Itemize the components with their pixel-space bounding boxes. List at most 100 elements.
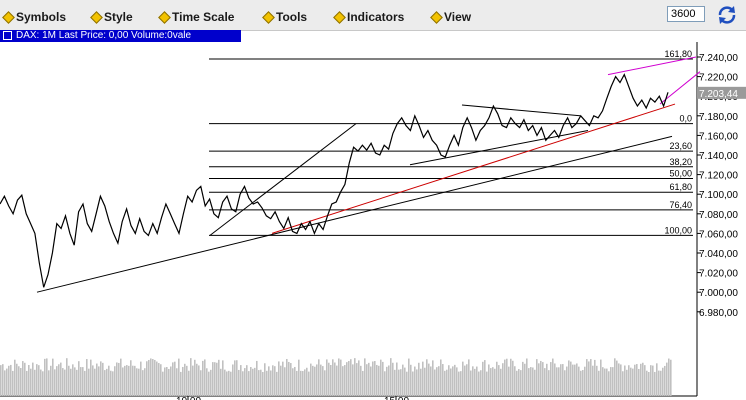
volume-bar [116, 362, 118, 396]
volume-bar [508, 366, 510, 396]
interval-input[interactable] [667, 6, 705, 22]
volume-bar [552, 358, 554, 396]
volume-bar [536, 359, 538, 396]
volume-bar [258, 370, 260, 396]
volume-bar [208, 371, 210, 396]
volume-bar [50, 365, 52, 396]
volume-bar [506, 358, 508, 396]
volume-bar [324, 370, 326, 396]
volume-bar [88, 368, 90, 396]
volume-bar [170, 366, 172, 396]
volume-bar [396, 362, 398, 396]
volume-bar [58, 364, 60, 396]
channel-lower-line [659, 71, 701, 105]
volume-bar [360, 365, 362, 396]
volume-bar [30, 368, 32, 396]
menu-indicators[interactable]: Indicators [333, 9, 404, 25]
volume-bar [612, 367, 614, 396]
volume-bar [544, 368, 546, 396]
volume-bar [100, 361, 102, 396]
menu-tools[interactable]: Tools [262, 9, 307, 25]
volume-bar [340, 359, 342, 396]
volume-bar [354, 358, 356, 396]
volume-bar [446, 369, 448, 396]
volume-bar [12, 370, 14, 396]
volume-bar [460, 371, 462, 396]
volume-bar [470, 370, 472, 396]
volume-bar [234, 360, 236, 396]
volume-bar [474, 368, 476, 396]
volume-bar [72, 364, 74, 396]
volume-bar [648, 371, 650, 396]
volume-bar [540, 360, 542, 396]
menu-view[interactable]: View [430, 9, 471, 25]
volume-bar [480, 370, 482, 396]
volume-bar [142, 370, 144, 396]
volume-bar [14, 359, 16, 396]
volume-bar [642, 362, 644, 396]
volume-bar [60, 362, 62, 396]
volume-bar [320, 364, 322, 396]
volume-bar [134, 365, 136, 396]
volume-bar [352, 364, 354, 396]
volume-bar [500, 368, 502, 396]
volume-bar [254, 367, 256, 396]
volume-bar [610, 367, 612, 396]
volume-bar [652, 365, 654, 396]
menu-style[interactable]: Style [90, 9, 133, 25]
volume-bar [152, 359, 154, 396]
volume-bar [590, 359, 592, 396]
volume-bar [356, 363, 358, 396]
volume-bar [24, 362, 26, 396]
volume-bar [146, 361, 148, 396]
menu-time-scale[interactable]: Time Scale [158, 9, 234, 25]
volume-bar [16, 363, 18, 396]
volume-bar [66, 358, 68, 396]
volume-bar [242, 371, 244, 396]
volume-bar [526, 358, 528, 396]
volume-bar [618, 363, 620, 396]
volume-bar [374, 361, 376, 396]
volume-bar [650, 365, 652, 396]
volume-bar [230, 371, 232, 396]
fib-level-label: 50,00 [669, 169, 692, 179]
y-tick-label: 7.000,00 [699, 288, 738, 299]
collapse-box-icon[interactable] [3, 30, 12, 40]
volume-bar [262, 371, 264, 396]
volume-bar [554, 363, 556, 396]
volume-bar [614, 358, 616, 396]
volume-bar [132, 365, 134, 396]
volume-bar [308, 371, 310, 396]
support-trendline [36, 135, 673, 293]
volume-bar [528, 368, 530, 396]
diamond-icon [333, 10, 346, 24]
y-tick-label: 7.220,00 [699, 73, 738, 84]
volume-bar [576, 363, 578, 396]
volume-bar [34, 369, 36, 396]
volume-bar [670, 359, 672, 396]
volume-bar [434, 369, 436, 396]
volume-bar [332, 359, 334, 396]
volume-bar [646, 370, 648, 396]
volume-bar [662, 367, 664, 396]
menu-symbols[interactable]: Symbols [2, 9, 66, 25]
diamond-icon [262, 10, 275, 24]
volume-bar [476, 366, 478, 396]
volume-bar [106, 368, 108, 396]
volume-bar [458, 371, 460, 396]
y-tick-label: 7.040,00 [699, 249, 738, 260]
volume-bar [548, 370, 550, 396]
fib-level-label: 38,20 [669, 157, 692, 167]
volume-bar [104, 370, 106, 396]
refresh-icon[interactable] [716, 4, 738, 26]
volume-bar [112, 371, 114, 396]
volume-bar [0, 365, 2, 396]
volume-bar [128, 365, 130, 396]
volume-bar [172, 362, 174, 396]
volume-bar [124, 365, 126, 396]
volume-bar [54, 369, 56, 396]
volume-bar [502, 363, 504, 396]
volume-bar [534, 369, 536, 396]
volume-bar [514, 366, 516, 396]
